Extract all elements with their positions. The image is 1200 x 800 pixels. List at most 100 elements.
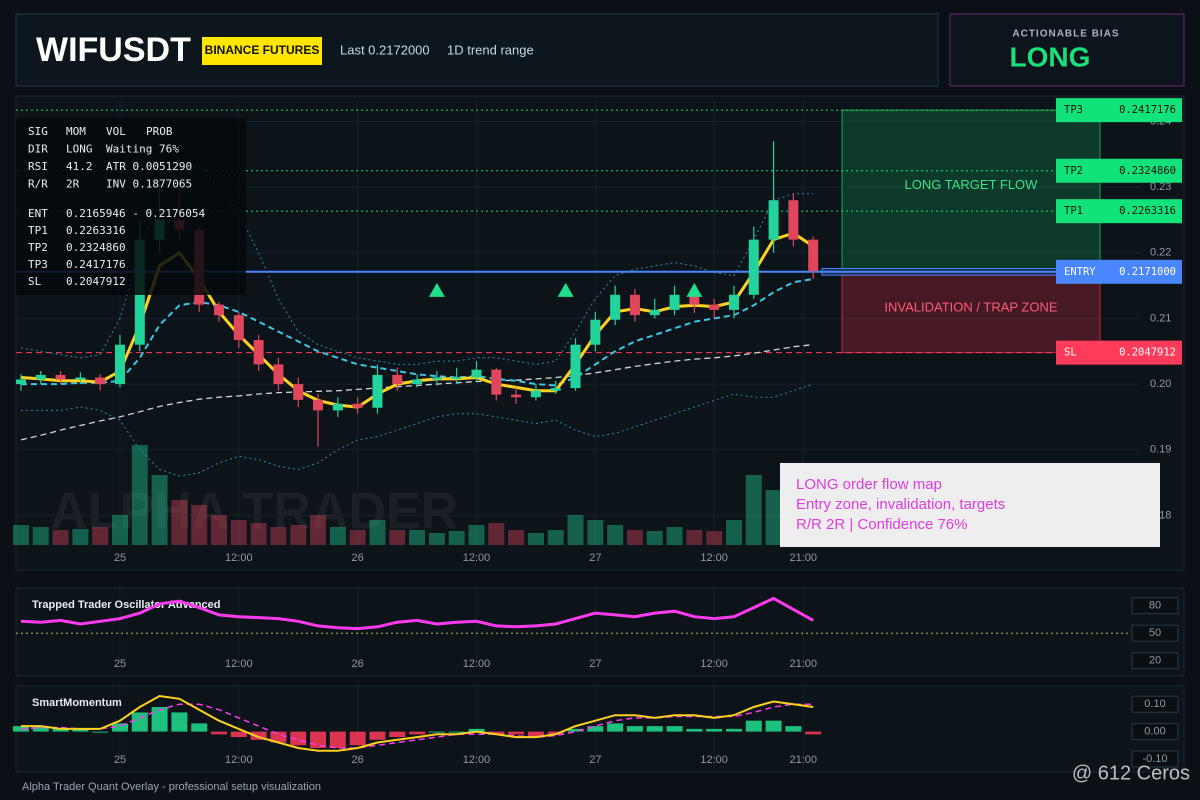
x-tick-label: 27 bbox=[589, 754, 601, 766]
candle-body bbox=[253, 340, 264, 365]
level-tag bbox=[1056, 259, 1182, 284]
x-tick-label: 21:00 bbox=[790, 658, 818, 670]
volume-bar bbox=[349, 530, 366, 545]
x-tick-label: 12:00 bbox=[225, 552, 253, 564]
stat-cell: MOM bbox=[66, 125, 86, 138]
momentum-bar bbox=[270, 731, 287, 743]
candle-body bbox=[491, 369, 502, 395]
volume-bar bbox=[508, 530, 525, 545]
level-name: TP1 bbox=[1064, 205, 1083, 217]
momentum-bar bbox=[389, 731, 406, 738]
watermark: ALPHA TRADER bbox=[50, 483, 458, 541]
candle-body bbox=[75, 377, 86, 380]
volume-bar bbox=[151, 475, 168, 545]
momentum-bar bbox=[230, 731, 247, 738]
momentum-bar bbox=[666, 726, 683, 732]
candle-body bbox=[114, 344, 125, 385]
candle-body bbox=[768, 200, 779, 240]
axis-tick-box bbox=[1131, 750, 1179, 768]
volume-bar bbox=[547, 530, 564, 545]
candle-body bbox=[313, 399, 324, 411]
x-tick-label: 12:00 bbox=[700, 658, 728, 670]
candle-body bbox=[352, 403, 363, 408]
x-tick-label: 21:00 bbox=[790, 754, 818, 766]
momentum-bar bbox=[349, 731, 366, 746]
y-tick-label: 0.19 bbox=[1150, 444, 1171, 456]
level-tag bbox=[1056, 340, 1182, 365]
momentum-bar bbox=[329, 731, 346, 749]
pane-title: SmartMomentum bbox=[32, 697, 122, 709]
momentum-bar bbox=[151, 706, 168, 732]
stat-cell: 2R bbox=[66, 178, 80, 191]
note-line: R/R 2R | Confidence 76% bbox=[796, 516, 967, 533]
info-panel-text: SIG MOM VOL PROB DIR LONG Waiting 76% RSI 41.2 AT… bbox=[28, 125, 205, 288]
signal-marker bbox=[428, 282, 445, 297]
candle-body bbox=[511, 394, 522, 398]
x-tick-label: 25 bbox=[114, 658, 126, 670]
momentum-bar bbox=[547, 731, 564, 735]
note-line: Entry zone, invalidation, targets bbox=[796, 496, 1005, 513]
candle-body bbox=[273, 364, 284, 385]
stat-cell: R/R bbox=[28, 178, 48, 191]
level-cell: 0.2047912 bbox=[66, 275, 126, 288]
level-cell: 0.2417176 bbox=[66, 258, 126, 271]
candle-body bbox=[530, 390, 541, 398]
momentum-bar bbox=[468, 728, 485, 732]
volume-bar bbox=[527, 533, 544, 545]
momentum-bar bbox=[12, 726, 29, 732]
candle-body bbox=[35, 374, 46, 380]
y-tick-label: 50 bbox=[1149, 627, 1161, 639]
momentum-bar bbox=[587, 726, 604, 732]
stat-cell: LONG bbox=[66, 143, 93, 156]
level-tag bbox=[1056, 98, 1182, 123]
x-tick-label: 26 bbox=[352, 658, 364, 670]
candle-body bbox=[629, 294, 640, 316]
volume-bar bbox=[706, 531, 723, 545]
momentum-bar bbox=[32, 726, 49, 732]
volume-bar bbox=[745, 475, 762, 545]
momentum-bar bbox=[428, 731, 445, 733]
momentum-bar bbox=[211, 731, 228, 735]
volume-bar bbox=[666, 527, 683, 545]
candle-body bbox=[15, 379, 26, 385]
level-cell: 0.2263316 bbox=[66, 224, 126, 237]
volume-bar bbox=[448, 531, 465, 545]
x-tick-label: 27 bbox=[589, 658, 601, 670]
momentum-bar bbox=[409, 731, 426, 735]
y-tick-label: 0.00 bbox=[1144, 726, 1165, 738]
axis-tick-box bbox=[1131, 597, 1179, 615]
x-tick-label: 26 bbox=[352, 754, 364, 766]
candle-body bbox=[590, 319, 601, 345]
volume-bar bbox=[171, 500, 188, 545]
candle-body bbox=[649, 309, 660, 316]
y-tick-label: 0.20 bbox=[1150, 378, 1171, 390]
volume-bar bbox=[310, 515, 327, 545]
volume-bar bbox=[131, 445, 148, 545]
volume-bar bbox=[389, 530, 406, 545]
volume-bar bbox=[250, 523, 267, 545]
volume-bar bbox=[686, 530, 703, 545]
candle-body bbox=[233, 315, 244, 341]
axis-tick-box bbox=[1131, 652, 1179, 670]
stat-cell: 41.2 bbox=[66, 160, 93, 173]
range: 1D trend range bbox=[447, 42, 534, 57]
x-tick-label: 12:00 bbox=[225, 754, 253, 766]
volume-bar bbox=[626, 530, 643, 545]
level-value: 0.2417176 bbox=[1119, 104, 1176, 116]
candle-body bbox=[728, 294, 739, 310]
level-value: 0.2324860 bbox=[1119, 165, 1176, 177]
symbol: WIFUSDT bbox=[36, 31, 191, 69]
candle-body bbox=[431, 377, 442, 380]
overlay-line bbox=[21, 383, 814, 477]
volume-bar bbox=[765, 490, 782, 545]
y-tick-label: 0.22 bbox=[1150, 247, 1171, 259]
x-tick-label: 21:00 bbox=[790, 552, 818, 564]
candle-body bbox=[570, 344, 581, 389]
stat-cell: VOL bbox=[106, 125, 126, 138]
momentum-bar bbox=[52, 728, 69, 732]
volume-bar bbox=[191, 505, 208, 545]
x-tick-label: 12:00 bbox=[225, 658, 253, 670]
bias-label: ACTIONABLE BIAS bbox=[1012, 29, 1119, 40]
momentum-line bbox=[21, 694, 814, 752]
